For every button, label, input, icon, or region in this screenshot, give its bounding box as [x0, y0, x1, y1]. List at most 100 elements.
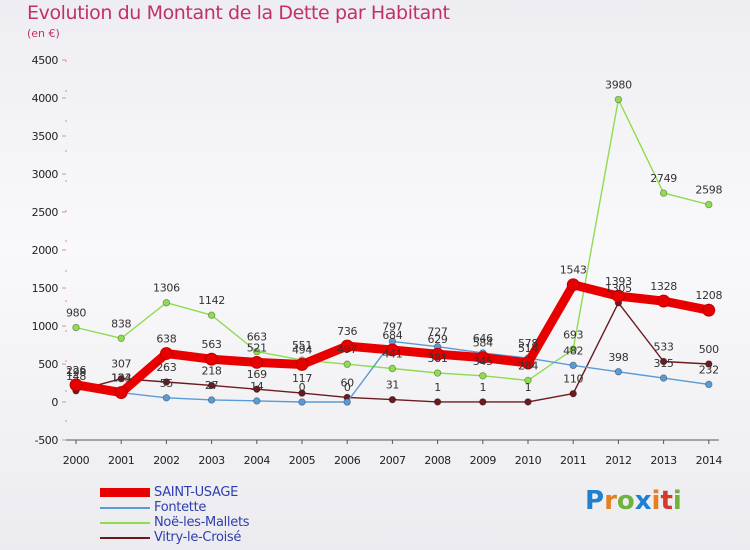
- data-label: 1: [479, 381, 486, 394]
- data-point: [385, 343, 399, 357]
- data-point: [250, 356, 264, 369]
- x-tick-label: 2008: [424, 454, 451, 467]
- data-point: [207, 311, 216, 319]
- logo-letter: x: [634, 486, 652, 516]
- data-label: 0: [299, 381, 306, 394]
- x-tick-label: 2012: [605, 454, 631, 467]
- data-label: 148: [66, 370, 86, 383]
- data-label: 315: [654, 357, 674, 370]
- data-label: 497: [337, 343, 357, 356]
- data-point: [659, 357, 668, 366]
- data-point: [117, 334, 125, 343]
- data-point: [566, 278, 580, 292]
- data-point: [69, 378, 83, 392]
- data-point: [569, 389, 577, 398]
- chart-title: Evolution du Montant de la Dette par Hab…: [27, 2, 450, 24]
- proxiti-logo: Proxiti: [585, 486, 682, 516]
- y-tick-label: -500: [35, 434, 59, 447]
- legend-swatch: [100, 522, 150, 524]
- logo-letter: o: [616, 486, 635, 516]
- data-point: [159, 347, 173, 360]
- data-point: [705, 360, 713, 368]
- data-label: 232: [699, 363, 719, 376]
- data-label: 727: [428, 326, 448, 339]
- data-point: [162, 299, 171, 307]
- data-point: [162, 394, 171, 402]
- data-label: 838: [111, 317, 131, 330]
- data-point: [433, 398, 442, 406]
- x-tick-label: 2001: [108, 454, 134, 467]
- data-label: 169: [247, 368, 267, 381]
- data-label: 1: [434, 381, 441, 394]
- data-label: 797: [382, 320, 402, 333]
- data-point: [524, 398, 532, 406]
- data-point: [476, 351, 490, 365]
- data-point: [298, 389, 306, 397]
- data-label: 500: [699, 343, 719, 356]
- data-point: [114, 386, 128, 399]
- data-point: [659, 189, 668, 197]
- data-label: 124: [111, 372, 131, 385]
- data-label: 3980: [605, 79, 632, 92]
- legend-label: Noë-les-Mallets: [154, 515, 250, 530]
- data-point: [207, 396, 216, 404]
- data-point: [521, 356, 535, 370]
- y-tick-label: 3500: [32, 130, 59, 143]
- y-tick-label: 0: [51, 396, 58, 409]
- y-tick-label: 2000: [32, 244, 59, 257]
- data-point: [569, 345, 577, 354]
- data-point: [705, 200, 713, 209]
- data-point: [253, 397, 261, 405]
- data-label: 1142: [198, 294, 225, 307]
- data-label: 584: [473, 337, 493, 350]
- data-label: 1305: [605, 282, 632, 295]
- data-label: 736: [337, 325, 357, 338]
- x-tick-label: 2014: [696, 454, 723, 467]
- data-label: 693: [563, 328, 583, 341]
- logo-letter: i: [672, 486, 682, 516]
- logo-letter: P: [585, 486, 605, 516]
- x-tick-label: 2009: [470, 454, 497, 467]
- data-point: [431, 347, 445, 361]
- data-label: 1393: [605, 275, 632, 288]
- data-point: [657, 294, 670, 308]
- data-label: 123: [111, 372, 131, 385]
- x-tick-label: 2013: [650, 454, 677, 467]
- legend-swatch: [100, 507, 150, 509]
- y-tick-label: 1000: [32, 320, 59, 333]
- data-label: 14: [250, 380, 264, 393]
- data-point: [614, 368, 623, 376]
- data-label: 578: [518, 337, 538, 350]
- data-point: [298, 398, 306, 406]
- data-label: 638: [156, 333, 176, 346]
- data-label: 1: [525, 381, 532, 394]
- data-point: [295, 358, 309, 371]
- data-label: 646: [473, 332, 493, 345]
- data-label: 2598: [695, 184, 722, 197]
- data-point: [162, 378, 171, 386]
- y-tick-label: 500: [38, 358, 58, 371]
- data-label: 198: [66, 366, 86, 379]
- data-point: [659, 374, 668, 382]
- line-chart: -500050010001500200025003000350040004500…: [32, 54, 723, 467]
- logo-letter: r: [604, 486, 617, 516]
- data-point: [343, 398, 351, 406]
- data-label: 284: [518, 359, 538, 372]
- y-tick-label: 4500: [32, 54, 59, 67]
- legend-label: SAINT-USAGE: [154, 485, 239, 500]
- data-label: 2749: [650, 172, 677, 185]
- logo-letter: t: [660, 486, 673, 516]
- data-label: 563: [202, 338, 222, 351]
- legend-label: Fontette: [154, 500, 207, 515]
- data-label: 398: [608, 351, 628, 364]
- data-label: 1208: [695, 289, 722, 302]
- data-point: [343, 360, 351, 368]
- chart-unit-subtitle: (en €): [27, 27, 60, 40]
- data-label: 1328: [650, 280, 677, 293]
- x-tick-label: 2007: [379, 454, 406, 467]
- data-point: [479, 372, 487, 380]
- data-label: 55: [160, 377, 174, 390]
- x-tick-label: 2011: [560, 454, 586, 467]
- data-label: 226: [66, 364, 86, 377]
